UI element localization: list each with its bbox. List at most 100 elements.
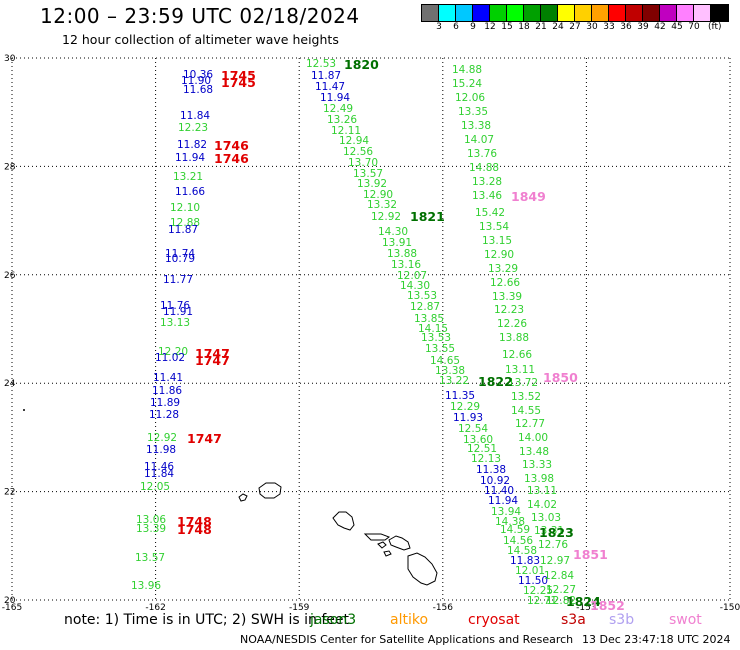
wave-height-value: 13.85 bbox=[414, 313, 444, 325]
wave-height-value: 12.49 bbox=[323, 103, 353, 115]
pass-time-label: 1745 bbox=[221, 75, 256, 90]
color-scale-label: 70 bbox=[688, 22, 700, 32]
wave-height-value: 13.15 bbox=[482, 235, 512, 247]
pass-time-label: 1747 bbox=[187, 431, 222, 446]
satellite-pass-times: 1745174517461746174717471747174817481820… bbox=[177, 57, 625, 613]
wave-height-value: 13.29 bbox=[488, 263, 518, 275]
color-swatch bbox=[711, 5, 728, 21]
pass-time-label: 1745 bbox=[221, 68, 256, 83]
color-scale-label: 33 bbox=[603, 22, 615, 32]
wave-height-value: 13.35 bbox=[458, 106, 488, 118]
wave-height-value: 12.25 bbox=[523, 585, 553, 597]
wave-height-value: 14.88 bbox=[452, 64, 482, 76]
pass-time-label: 1746 bbox=[214, 138, 249, 153]
color-scale-label: 3 bbox=[436, 22, 442, 32]
wave-height-value: 11.74 bbox=[165, 248, 195, 260]
pass-time-label: 1747 bbox=[195, 346, 230, 361]
wave-height-value: 14.00 bbox=[518, 432, 548, 444]
longitude-tick-label: -165 bbox=[2, 603, 22, 613]
wave-height-value: 12.13 bbox=[471, 453, 501, 465]
wave-height-value: 13.11 bbox=[527, 485, 557, 497]
color-scale-label: 36 bbox=[620, 22, 632, 32]
pass-time-label: 1850 bbox=[543, 370, 578, 385]
wave-height-value: 13.21 bbox=[173, 171, 203, 183]
longitude-tick-label: -162 bbox=[145, 603, 165, 613]
color-swatch bbox=[558, 5, 575, 21]
wave-height-value: 13.96 bbox=[131, 580, 161, 592]
wave-height-value: 12.92 bbox=[147, 432, 177, 444]
wave-height-value: 13.48 bbox=[519, 446, 549, 458]
wave-height-value: 12.23 bbox=[494, 304, 524, 316]
wave-height-value: 11.47 bbox=[315, 81, 345, 93]
wave-height-value: 12.23 bbox=[178, 122, 208, 134]
pass-time-label: 1822 bbox=[478, 374, 513, 389]
latitude-tick-label: 30 bbox=[4, 54, 16, 64]
wave-height-value: 12.05 bbox=[140, 481, 170, 493]
mission-legend-cryosat: cryosat bbox=[468, 612, 520, 628]
wave-height-value: 13.54 bbox=[479, 221, 509, 233]
wave-height-value: 12.11 bbox=[331, 125, 361, 137]
latitude-tick-label: 22 bbox=[4, 488, 15, 498]
wave-height-value: 11.76 bbox=[160, 300, 190, 312]
wave-height-value: 13.46 bbox=[472, 190, 502, 202]
wave-height-value: 14.59 bbox=[500, 524, 530, 536]
credit-line: NOAA/NESDIS Center for Satellite Applica… bbox=[240, 633, 574, 646]
pass-time-label: 1824 bbox=[566, 594, 601, 609]
page-subtitle: 12 hour collection of altimeter wave hei… bbox=[62, 32, 339, 47]
wave-height-value: 11.84 bbox=[144, 468, 174, 480]
wave-height-value: 12.54 bbox=[458, 423, 488, 435]
wave-height-value: 13.57 bbox=[135, 552, 165, 564]
wave-height-value: 11.50 bbox=[518, 575, 548, 587]
wave-height-value: 13.06 bbox=[136, 514, 166, 526]
wave-height-value: 11.40 bbox=[484, 485, 514, 497]
wave-height-value: 14.58 bbox=[507, 545, 537, 557]
wave-height-value: 12.88 bbox=[170, 217, 200, 229]
wave-height-value: 14.02 bbox=[527, 499, 557, 511]
wave-height-value: 15.24 bbox=[452, 78, 482, 90]
wave-height-value: 12.29 bbox=[450, 401, 480, 413]
wave-height-value: 12.26 bbox=[497, 318, 527, 330]
lat-lon-grid bbox=[11, 57, 731, 601]
axis-tick-labels: 30 28 26 24 22 20-165 -162 -159 -156 -153 -150 bbox=[2, 54, 740, 613]
wave-height-value: 13.94 bbox=[491, 506, 521, 518]
wave-height-value: 12.97 bbox=[540, 555, 570, 567]
note-text: note: 1) Time is in UTC; 2) SWH is in fe… bbox=[64, 612, 350, 628]
color-swatch bbox=[456, 5, 473, 21]
wave-height-value: 13.88 bbox=[387, 248, 417, 260]
wave-height-value: 12.66 bbox=[490, 277, 520, 289]
wave-height-value: 13.11 bbox=[505, 364, 535, 376]
wave-height-value: 13.55 bbox=[425, 343, 455, 355]
wave-height-value: 13.60 bbox=[463, 434, 493, 446]
pass-time-label: 1849 bbox=[511, 189, 546, 204]
wave-height-value: 13.03 bbox=[531, 512, 561, 524]
color-scale-label: 39 bbox=[637, 22, 649, 32]
wave-height-value: 11.94 bbox=[320, 92, 350, 104]
mission-legend-jason3: jason3 bbox=[310, 612, 357, 628]
color-swatch bbox=[626, 5, 643, 21]
color-swatch bbox=[592, 5, 609, 21]
wave-height-value: 13.52 bbox=[511, 391, 541, 403]
wave-height-value: 13.26 bbox=[327, 114, 357, 126]
wave-height-value: 10.92 bbox=[480, 475, 510, 487]
wave-height-value: 13.39 bbox=[136, 523, 166, 535]
wave-height-value: 11.41 bbox=[153, 372, 183, 384]
pass-time-label: 1823 bbox=[539, 525, 574, 540]
mission-legend-swot: swot bbox=[669, 612, 702, 628]
niihau-island bbox=[238, 493, 248, 502]
latitude-tick-label: 24 bbox=[4, 379, 16, 389]
wave-height-value: 12.66 bbox=[502, 349, 532, 361]
wave-height-value: 12.07 bbox=[397, 270, 427, 282]
wave-height-value: 11.94 bbox=[175, 152, 205, 164]
wave-height-value: 11.77 bbox=[163, 274, 193, 286]
wave-height-value: 11.87 bbox=[311, 70, 341, 82]
wave-height-value: 12.76 bbox=[538, 539, 568, 551]
wave-height-value: 11.46 bbox=[144, 461, 174, 473]
color-scale-label: 30 bbox=[586, 22, 598, 32]
longitude-tick-label: -159 bbox=[289, 603, 310, 613]
wave-height-value: 12.77 bbox=[515, 418, 545, 430]
wave-height-value: 11.82 bbox=[177, 139, 207, 151]
oahu-island bbox=[332, 511, 355, 531]
wave-height-value: 13.16 bbox=[391, 259, 421, 271]
wave-height-value: 12.92 bbox=[371, 211, 401, 223]
